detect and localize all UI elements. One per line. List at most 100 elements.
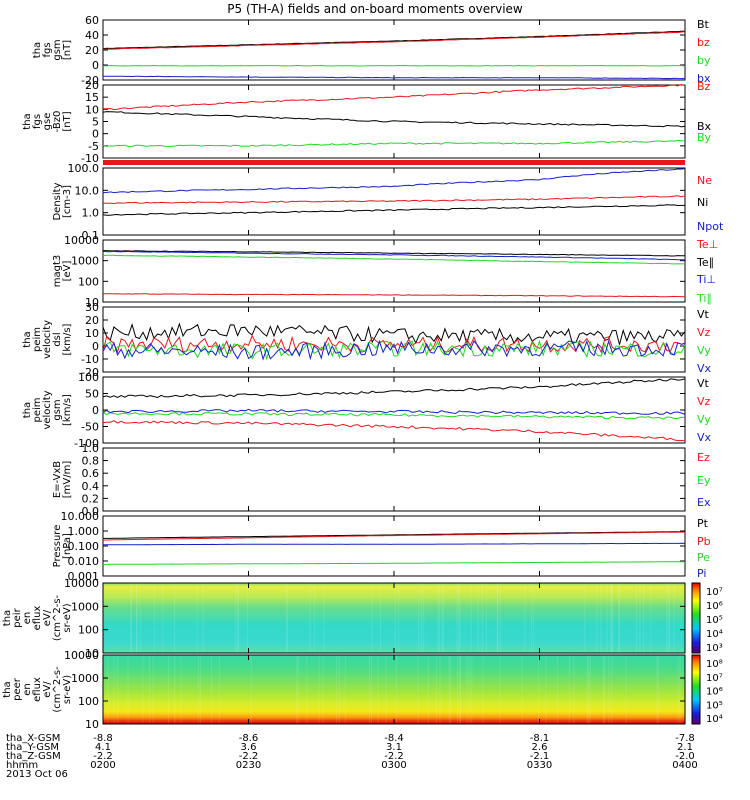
y-tick-label: 10	[85, 718, 99, 731]
y-axis-label: eflux	[32, 606, 43, 631]
y-tick-label: 10.000	[61, 510, 100, 523]
panel-frame	[102, 84, 686, 159]
y-tick-label: 0.100	[68, 540, 100, 553]
footer-value: 2.6	[532, 742, 548, 753]
y-tick-label: 100	[78, 624, 99, 637]
y-tick-label: 1000	[71, 672, 99, 685]
footer-value: 0400	[672, 760, 697, 771]
y-axis-label: [mV/m]	[62, 461, 73, 499]
panel-frame	[102, 515, 686, 577]
legend-Pt: Pt	[697, 517, 709, 530]
panel-3: 10000 1000 100 10 magt3 [eV] Te⊥ Te∥ Ti⊥ Ti∥	[52, 234, 718, 309]
colorbar-tick-label: 10⁶	[706, 687, 723, 698]
flag-bar	[103, 160, 685, 165]
y-axis-label: E=-VxB	[52, 461, 63, 498]
series-line-Npot	[102, 168, 686, 194]
y-tick-label: 0.0	[82, 505, 100, 518]
legend-Pe: Pe	[697, 551, 710, 564]
footer-value: 3.1	[386, 742, 402, 753]
y-tick-label: 10.0	[75, 184, 100, 197]
y-axis-label: tha	[32, 42, 43, 58]
y-axis-label: [km/s]	[62, 394, 73, 426]
y-axis-label: tha	[22, 113, 33, 129]
series-line-By	[102, 139, 686, 148]
y-tick-label: 60	[85, 14, 99, 27]
y-axis-label: (cm^2-s-	[52, 594, 63, 641]
y-tick-label: 20	[85, 79, 99, 92]
legend-Ti∥: Ti∥	[696, 292, 712, 305]
colorbar-tick-label: 10⁵	[706, 615, 723, 626]
legend-Vx: Vx	[697, 431, 712, 444]
y-axis-label: velocity	[42, 320, 53, 359]
series-line-Pi	[102, 542, 686, 546]
y-tick-label: 10	[85, 327, 99, 340]
legend-Vy: Vy	[697, 344, 711, 357]
spectrogram-9	[103, 655, 685, 724]
panel-0: 60 40 20 0 -20 tha fgs gsm [nT] Bt bz by bx	[32, 14, 711, 87]
footer-value: -7.8	[675, 733, 695, 744]
colorbar	[691, 582, 701, 654]
legend-Npot: Npot	[697, 220, 724, 233]
y-tick-label: 10000	[64, 577, 99, 590]
colorbar-tick-label: 10⁷	[706, 673, 723, 684]
legend-by: by	[697, 54, 711, 67]
y-tick-label: 0.8	[82, 455, 100, 468]
y-tick-label: 100	[78, 275, 99, 288]
y-tick-label: 0.2	[82, 492, 100, 505]
y-tick-label: 100	[78, 371, 99, 384]
series-line-Bx	[102, 111, 686, 128]
y-tick-label: 0.001	[68, 570, 100, 583]
legend-Ni: Ni	[697, 196, 708, 209]
legend-bz: bz	[697, 36, 710, 49]
y-tick-label: 100	[78, 695, 99, 708]
y-axis-label: velocity	[42, 390, 53, 429]
series-line-Pe	[103, 561, 685, 565]
y-axis-label: Pressure	[52, 525, 63, 568]
y-axis-label: peim	[32, 327, 43, 352]
y-tick-label: -5	[88, 140, 99, 153]
series-line-Vz	[102, 420, 686, 442]
colorbar-tick-label: 10³	[706, 643, 723, 654]
legend-Pi: Pi	[697, 567, 706, 580]
legend-Vt: Vt	[697, 308, 710, 321]
footer-value: -8.4	[384, 733, 404, 744]
panel-frame	[102, 19, 686, 81]
footer-value: -8.1	[530, 733, 550, 744]
legend-Bt: Bt	[697, 18, 710, 31]
footer-value: 3.6	[241, 742, 257, 753]
series-line-bx	[102, 75, 686, 80]
y-axis-label: tha	[22, 402, 33, 418]
y-tick-label: 0	[92, 59, 99, 72]
footer-value: 0330	[527, 760, 552, 771]
legend-Ne: Ne	[697, 174, 712, 187]
legend-Bx: Bx	[697, 120, 712, 133]
series-line-Vz	[102, 334, 686, 354]
series-line-Vy	[102, 339, 686, 361]
y-tick-label: -10	[81, 353, 99, 366]
series-line-Ni	[102, 204, 685, 216]
y-tick-label: 5	[92, 116, 99, 129]
y-tick-label: 0	[92, 340, 99, 353]
legend-Vt: Vt	[697, 377, 710, 390]
spectrogram-8	[103, 583, 685, 653]
y-axis-label: eV/	[42, 681, 53, 698]
y-tick-label: 10	[85, 296, 99, 309]
y-tick-label: -100	[74, 437, 99, 450]
series-line-Vt	[102, 378, 686, 399]
colorbar-tick-label: 10⁴	[706, 629, 723, 640]
y-tick-label: -10	[81, 152, 99, 165]
chart-title: P5 (TH-A) fields and on-board moments ov…	[227, 2, 523, 16]
y-tick-label: -50	[81, 421, 99, 434]
y-axis-label: eV/	[42, 609, 53, 626]
footer-value: 4.1	[95, 742, 111, 753]
y-axis-label: peer	[12, 677, 23, 701]
series-line-Ti⊥	[102, 250, 686, 261]
y-axis-label: [km/s]	[62, 323, 73, 355]
y-axis-label: peir	[12, 607, 23, 627]
legend-Vy: Vy	[697, 413, 711, 426]
series-line-Vt	[102, 322, 686, 346]
legend-Ex: Ex	[697, 496, 711, 509]
y-axis-label: tha	[2, 681, 13, 697]
legend-Vz: Vz	[697, 326, 711, 339]
